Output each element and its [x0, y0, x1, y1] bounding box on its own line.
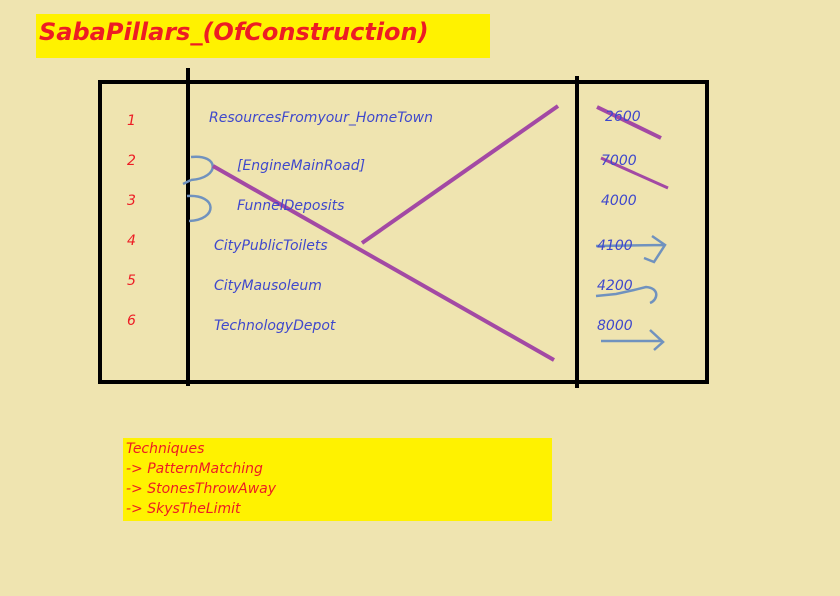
row-number-4: 4	[127, 233, 136, 249]
row-label-6: TechnologyDepot	[214, 318, 336, 334]
table-border	[98, 80, 709, 384]
cross-line-descending	[212, 164, 555, 362]
row-label-2: [EngineMainRoad]	[237, 158, 366, 174]
row-value-4: 4100	[597, 238, 633, 254]
arrow-mark-value-6	[601, 329, 665, 351]
techniques-heading: Techniques	[126, 441, 205, 457]
strike-mark-value-1	[596, 105, 662, 140]
row-number-5: 5	[127, 273, 136, 289]
techniques-highlight	[123, 438, 552, 521]
page-title: SabaPillars_(OfConstruction)	[39, 18, 429, 46]
bracket-mark-row-3	[186, 194, 212, 223]
technique-item-1: -> PatternMatching	[126, 461, 263, 477]
row-value-6: 8000	[597, 318, 633, 334]
row-value-5: 4200	[597, 278, 633, 294]
row-label-4: CityPublicToilets	[214, 238, 328, 254]
row-value-3: 4000	[601, 193, 637, 209]
row-label-5: CityMausoleum	[214, 278, 322, 294]
title-highlight	[36, 14, 490, 58]
row-number-3: 3	[127, 193, 136, 209]
row-label-1: ResourcesFromyour_HomeTown	[209, 110, 433, 126]
technique-item-3: -> SkysTheLimit	[126, 501, 241, 517]
technique-item-2: -> StonesThrowAway	[126, 481, 277, 497]
arrow-mark-value-5	[595, 285, 658, 305]
row-label-3: FunnelDeposits	[237, 198, 345, 214]
arrow-mark-value-4	[595, 234, 667, 264]
row-number-2: 2	[127, 153, 136, 169]
row-value-2: 7000	[601, 153, 637, 169]
row-number-6: 6	[127, 313, 136, 329]
strike-mark-value-2	[600, 156, 669, 190]
row-number-1: 1	[127, 113, 136, 129]
cross-line-ascending	[360, 104, 560, 245]
row-value-1: 2600	[605, 109, 641, 125]
